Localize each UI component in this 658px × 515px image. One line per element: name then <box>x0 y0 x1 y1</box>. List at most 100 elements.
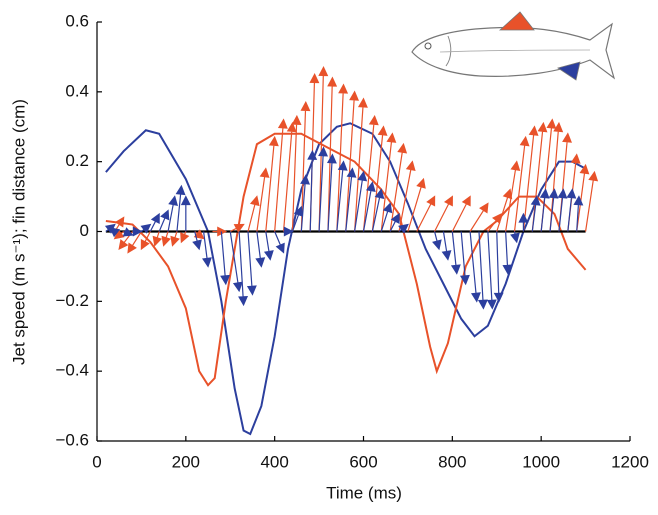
jet-arrow <box>132 226 143 237</box>
jet-arrow <box>518 212 529 232</box>
jet-arrow <box>336 160 348 232</box>
jet-arrow <box>238 231 249 307</box>
jet-arrow <box>548 188 559 232</box>
jet-arrow <box>229 231 243 293</box>
jet-arrow <box>283 226 294 237</box>
jet-arrow <box>256 167 270 232</box>
jet-arrow <box>522 125 539 232</box>
jet-arrow <box>220 231 231 286</box>
jet-arrow <box>109 227 121 238</box>
jet-arrow <box>389 212 400 232</box>
x-tick-label: 400 <box>260 452 288 471</box>
jet-arrow <box>336 83 349 232</box>
jet-arrow <box>307 149 318 232</box>
jet-arrow <box>477 231 488 310</box>
y-axis-label: Jet speed (m s⁻¹); fin distance (cm) <box>9 99 28 365</box>
jet-arrow <box>246 231 257 296</box>
jet-arrow <box>326 153 337 232</box>
jet-arrow <box>493 231 504 303</box>
jet-arrow <box>573 195 584 232</box>
jet-arrow <box>566 188 577 232</box>
x-tick-label: 200 <box>172 452 200 471</box>
jet-arrow <box>496 188 513 232</box>
jet-arrow <box>282 121 297 232</box>
y-tick-label: 0.6 <box>65 11 89 30</box>
jet-arrow <box>192 231 202 251</box>
jet-arrow <box>202 231 212 268</box>
y-tick-label: −0.2 <box>55 291 89 310</box>
jet-arrow <box>354 170 368 232</box>
jet-arrow <box>161 231 171 247</box>
jet-arrow <box>354 97 368 232</box>
jet-arrow <box>152 231 163 247</box>
lateral-line <box>439 49 591 53</box>
fish-body <box>411 22 616 80</box>
y-tick-label: −0.6 <box>55 430 89 449</box>
x-tick-label: 0 <box>92 452 101 471</box>
jet-arrow <box>149 212 160 232</box>
jet-arrow <box>432 231 442 251</box>
jet-arrow <box>291 114 302 232</box>
jet-arrow <box>362 114 379 232</box>
jet-arrow <box>362 181 376 232</box>
y-tick-label: 0 <box>80 221 89 240</box>
jet-arrow <box>274 118 288 232</box>
jet-arrow <box>513 135 530 232</box>
fish-icon <box>411 11 616 81</box>
jet-arrow <box>407 177 426 232</box>
jet-arrow <box>380 132 397 232</box>
jet-arrow <box>122 227 134 237</box>
jet-arrow <box>300 174 311 232</box>
jet-arrow <box>274 231 285 254</box>
jet-arrow <box>247 195 260 232</box>
jet-arrow <box>180 195 191 232</box>
jet-arrow <box>255 231 266 268</box>
jet-arrow <box>434 195 453 232</box>
x-tick-label: 1000 <box>522 452 560 471</box>
jet-arrow <box>175 184 186 232</box>
fish-eye <box>424 42 432 50</box>
jet-arrow <box>502 231 513 275</box>
jet-arrow <box>451 195 471 232</box>
dorsal-fin <box>498 11 535 31</box>
jet-arrow <box>584 170 599 232</box>
jet-arrow <box>345 167 357 232</box>
y-tick-label: −0.4 <box>55 361 89 380</box>
jet-arrow <box>140 223 152 234</box>
jet-arrow <box>167 195 179 232</box>
jet-arrow <box>318 146 329 232</box>
jet-arrow <box>345 90 360 232</box>
jet-arrow <box>557 188 568 232</box>
jet-arrow <box>140 231 151 251</box>
jet-arrow <box>539 188 550 232</box>
jet-arrow <box>265 135 279 232</box>
jet-arrow <box>486 231 497 310</box>
jet-arrow <box>371 188 385 232</box>
x-tick-label: 1200 <box>611 452 649 471</box>
jet-arrow <box>459 231 470 286</box>
jet-arrow <box>127 231 142 254</box>
jet-arrow <box>510 231 520 244</box>
x-tick-label: 600 <box>349 452 377 471</box>
jet-arrow <box>170 231 180 247</box>
jet-arrow <box>469 202 489 232</box>
jet-arrow <box>158 209 170 232</box>
jet-arrow <box>212 226 228 237</box>
fin-distance-line <box>105 132 587 387</box>
x-axis-label: Time (ms) <box>326 483 402 502</box>
jet-arrow <box>398 223 409 234</box>
jet-arrow <box>398 160 416 232</box>
jet-arrow <box>416 195 436 232</box>
anal-fin <box>557 61 581 81</box>
jet-arrow <box>389 142 408 232</box>
jet-arrow <box>371 125 388 232</box>
y-tick-label: 0.4 <box>65 81 89 100</box>
jet-arrow <box>291 205 304 232</box>
x-tick-label: 800 <box>438 452 466 471</box>
jet-arrow <box>229 223 245 233</box>
jet-arrow <box>380 202 393 232</box>
jet-arrow <box>180 231 190 244</box>
y-tick-label: 0.2 <box>65 151 89 170</box>
jet-arrow <box>113 229 125 240</box>
jet-arrow <box>441 231 452 261</box>
